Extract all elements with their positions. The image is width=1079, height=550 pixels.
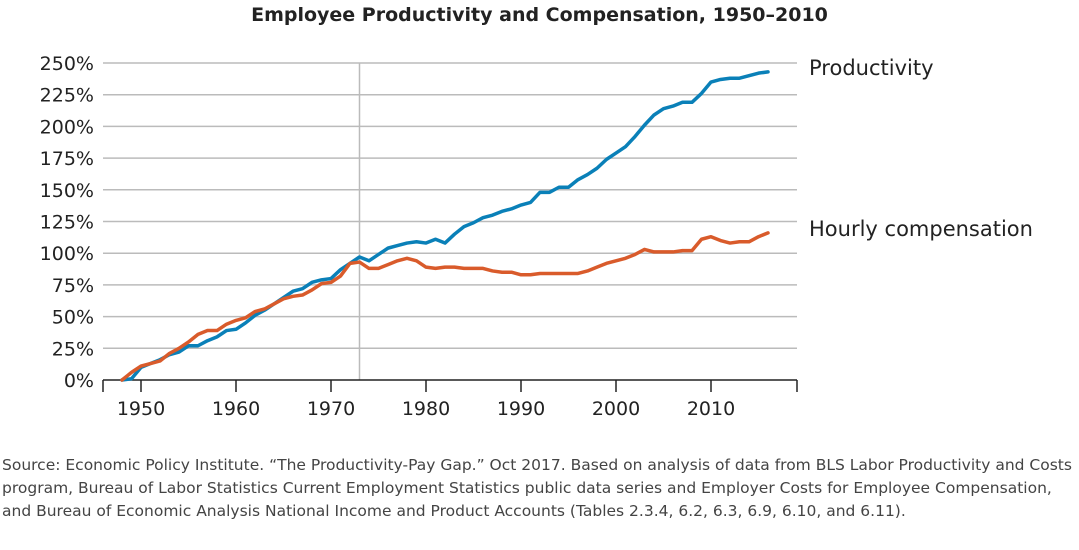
y-tick-label: 250%: [40, 53, 94, 75]
x-tick-label: 1970: [307, 398, 355, 420]
y-tick-label: 200%: [40, 116, 94, 138]
line-chart: 0% 25% 50% 75% 100% 125% 150% 175% 200% 225% 250% 1…: [40, 53, 1033, 420]
y-tick-label: 225%: [40, 85, 94, 107]
series-line-productivity: [120, 70, 770, 382]
y-tick-label: 50%: [52, 307, 94, 329]
y-tick-label: 175%: [40, 148, 94, 170]
x-tick-label: 1950: [117, 398, 165, 420]
y-tick-label: 75%: [52, 275, 94, 297]
source-note: Source: Economic Policy Institute. “The …: [2, 456, 1072, 520]
x-tick-label: 1960: [212, 398, 260, 420]
x-tick-label: 2010: [687, 398, 735, 420]
series-label: Productivity: [809, 56, 934, 80]
chart-title: Employee Productivity and Compensation, …: [251, 4, 828, 26]
x-tick-label: 1990: [497, 398, 545, 420]
y-tick-label: 0%: [64, 370, 94, 392]
y-tick-label: 125%: [40, 212, 94, 234]
y-tick-label: 100%: [40, 243, 94, 265]
x-tick-label: 1980: [402, 398, 450, 420]
y-tick-label: 150%: [40, 180, 94, 202]
x-tick-label: 2000: [592, 398, 640, 420]
series-line-hourly-compensation: [120, 231, 770, 382]
series-label: Hourly compensation: [809, 217, 1033, 241]
y-tick-label: 25%: [52, 338, 94, 360]
